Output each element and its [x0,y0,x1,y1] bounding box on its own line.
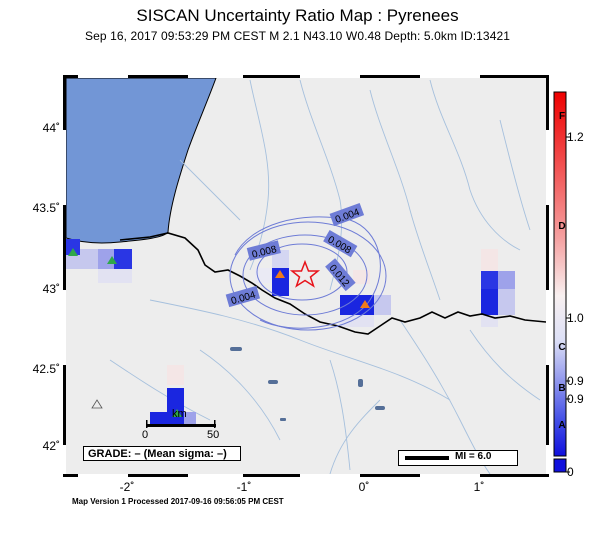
grade-letter: F [558,111,566,122]
station-triangle-icon[interactable] [172,409,182,417]
station-triangle-icon[interactable] [360,300,370,308]
lat-tick-label: 43˚ [42,282,60,296]
grade-box: GRADE: – (Mean sigma: –) [83,446,241,461]
mi-label: MI = 6.0 [455,451,492,462]
uncertainty-grid [66,239,515,424]
lat-tick-label: 44˚ [42,121,60,135]
lon-tick-label: -1˚ [236,480,252,494]
star-icon[interactable] [289,259,321,288]
grade-letter: D [558,221,566,232]
grade-letter: B [558,383,566,394]
colorbar-tick-label: 0 [567,465,574,479]
station-triangle-icon[interactable] [91,399,103,409]
map-subtitle: Sep 16, 2017 09:53:29 PM CEST M 2.1 N43.… [84,29,511,43]
mi-bar [405,456,449,460]
colorbar [553,91,570,473]
scale-end-label: 50 [207,429,220,441]
lon-tick-label: 1˚ [473,480,485,494]
ocean-area [66,78,217,244]
map-title: SISCAN Uncertainty Ratio Map : Pyrenees [136,6,459,25]
mi-legend: MI = 6.0 [398,450,518,466]
lon-tick-label: 0˚ [358,480,370,494]
colorbar-tick-label: 0.9 [567,392,584,406]
station-triangle-icon[interactable] [275,270,285,278]
grade-letter: A [558,420,566,431]
lat-tick-label: 42.5˚ [32,362,60,376]
scale-unit-label: km [172,408,187,420]
lat-tick-label: 42˚ [42,439,60,453]
colorbar-tick-label: 1.2 [567,130,584,144]
lon-tick-label: -2˚ [119,480,135,494]
scale-bar [146,420,216,428]
colorbar-tick-label: 1.0 [567,311,584,325]
grade-letter: C [558,342,566,353]
lat-tick-label: 43.5˚ [32,201,60,215]
station-triangle-icon[interactable] [68,248,78,256]
colorbar-tick-label: 0.9 [567,374,584,388]
contours [229,216,387,331]
processing-footer: Map Version 1 Processed 2017-09-16 09:56… [72,497,284,506]
station-triangle-icon[interactable] [107,256,117,264]
lakes [230,347,385,421]
scale-start-label: 0 [142,429,149,441]
stations[interactable] [68,248,370,417]
